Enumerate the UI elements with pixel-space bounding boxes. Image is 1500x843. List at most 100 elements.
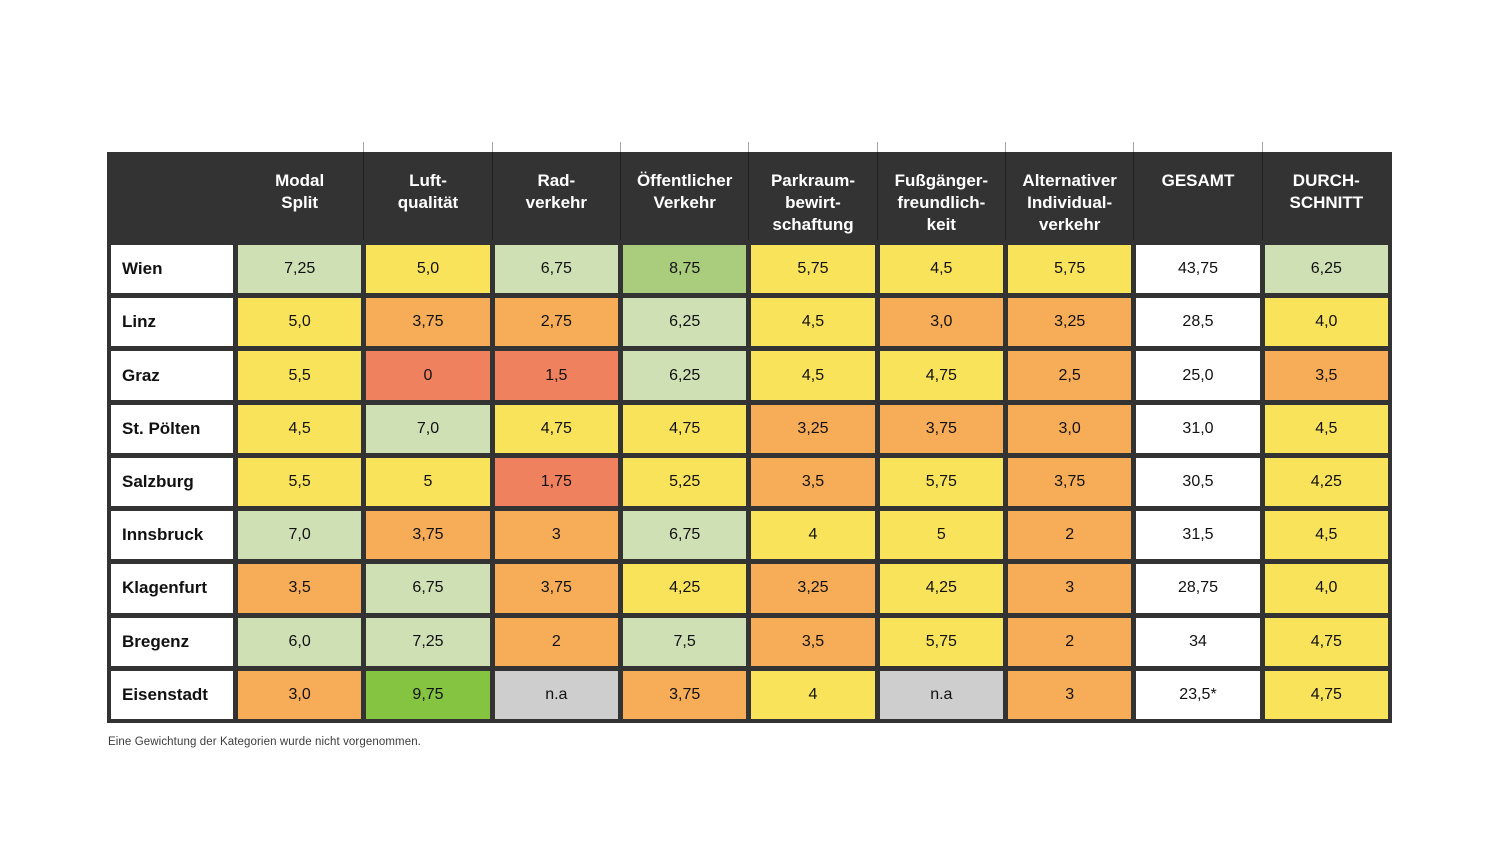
ranking-table-frame: Modal Split Luft- qualität Rad- verkehr Öff… — [107, 142, 1392, 723]
cell-eisenstadt-radverkehr: n.a — [494, 670, 618, 719]
cell-wien-luftqualitaet: 5,0 — [366, 245, 490, 294]
cell-graz-luftqualitaet: 0 — [366, 351, 490, 400]
cell-linz-durchschnitt: 4,0 — [1264, 298, 1388, 347]
cell-salzburg-parkraumbewirtschaftung: 3,5 — [751, 457, 875, 507]
header-cell-fussgaengerfreundlichkeit: Fußgänger- freundlich- keit — [876, 142, 1003, 240]
cell-salzburg-radverkehr: 1,75 — [494, 457, 618, 507]
footnote: Eine Gewichtung der Kategorien wurde nic… — [108, 736, 421, 748]
cell-graz-gesamt: 25,0 — [1136, 351, 1260, 400]
cell-bregenz-parkraumbewirtschaftung: 3,5 — [751, 617, 875, 666]
cell-eisenstadt-oeffentlicher-verkehr: 3,75 — [623, 670, 747, 719]
cell-linz-oeffentlicher-verkehr: 6,25 — [623, 298, 747, 347]
cell-bregenz-radverkehr: 2 — [494, 617, 618, 666]
cell-klagenfurt-modal-split: 3,5 — [238, 564, 362, 613]
cell-st-p-lten-fussgaengerfreundlichkeit: 3,75 — [879, 404, 1003, 453]
header-corner-cell — [111, 156, 233, 240]
cell-salzburg-fussgaengerfreundlichkeit: 5,75 — [879, 457, 1003, 507]
cell-wien-durchschnitt: 6,25 — [1264, 245, 1388, 294]
cell-klagenfurt-gesamt: 28,75 — [1136, 564, 1260, 613]
cell-innsbruck-alternativer-individualverkehr: 2 — [1008, 511, 1132, 560]
cell-st-p-lten-radverkehr: 4,75 — [494, 404, 618, 453]
cell-eisenstadt-alternativer-individualverkehr: 3 — [1008, 670, 1132, 719]
cell-linz-gesamt: 28,5 — [1136, 298, 1260, 347]
cell-wien-gesamt: 43,75 — [1136, 245, 1260, 294]
cell-eisenstadt-gesamt: 23,5* — [1136, 670, 1260, 719]
header-cell-oeffentlicher-verkehr: Öffentlicher Verkehr — [619, 142, 747, 240]
ranking-table: Modal Split Luft- qualität Rad- verkehr Öff… — [111, 142, 1388, 719]
cell-wien-fussgaengerfreundlichkeit: 4,5 — [879, 245, 1003, 294]
cell-wien-parkraumbewirtschaftung: 5,75 — [751, 245, 875, 294]
cell-innsbruck-fussgaengerfreundlichkeit: 5 — [879, 511, 1003, 560]
cell-wien-modal-split: 7,25 — [238, 245, 362, 294]
row-label-st-p-lten: St. Pölten — [111, 404, 233, 453]
header-cell-luftqualitaet: Luft- qualität — [363, 142, 490, 240]
cell-innsbruck-parkraumbewirtschaftung: 4 — [751, 511, 875, 560]
cell-eisenstadt-fussgaengerfreundlichkeit: n.a — [879, 670, 1003, 719]
cell-graz-radverkehr: 1,5 — [494, 351, 618, 400]
cell-salzburg-alternativer-individualverkehr: 3,75 — [1008, 457, 1132, 507]
row-label-eisenstadt: Eisenstadt — [111, 670, 233, 719]
cell-linz-alternativer-individualverkehr: 3,25 — [1008, 298, 1132, 347]
cell-eisenstadt-modal-split: 3,0 — [238, 670, 362, 719]
header-cell-parkraumbewirtschaftung: Parkraum- bewirt- schaftung — [748, 142, 875, 240]
cell-bregenz-oeffentlicher-verkehr: 7,5 — [623, 617, 747, 666]
cell-klagenfurt-oeffentlicher-verkehr: 4,25 — [623, 564, 747, 613]
cell-klagenfurt-durchschnitt: 4,0 — [1264, 564, 1388, 613]
cell-graz-fussgaengerfreundlichkeit: 4,75 — [879, 351, 1003, 400]
cell-eisenstadt-durchschnitt: 4,75 — [1264, 670, 1388, 719]
cell-st-p-lten-luftqualitaet: 7,0 — [366, 404, 490, 453]
cell-linz-modal-split: 5,0 — [238, 298, 362, 347]
row-label-klagenfurt: Klagenfurt — [111, 564, 233, 613]
row-label-salzburg: Salzburg — [111, 457, 233, 507]
cell-st-p-lten-parkraumbewirtschaftung: 3,25 — [751, 404, 875, 453]
cell-graz-oeffentlicher-verkehr: 6,25 — [623, 351, 747, 400]
cell-klagenfurt-parkraumbewirtschaftung: 3,25 — [751, 564, 875, 613]
cell-eisenstadt-luftqualitaet: 9,75 — [366, 670, 490, 719]
cell-innsbruck-luftqualitaet: 3,75 — [366, 511, 490, 560]
cell-innsbruck-durchschnitt: 4,5 — [1264, 511, 1388, 560]
cell-innsbruck-modal-split: 7,0 — [238, 511, 362, 560]
cell-klagenfurt-alternativer-individualverkehr: 3 — [1008, 564, 1132, 613]
cell-salzburg-durchschnitt: 4,25 — [1264, 457, 1388, 507]
row-label-bregenz: Bregenz — [111, 617, 233, 666]
cell-st-p-lten-modal-split: 4,5 — [238, 404, 362, 453]
cell-innsbruck-oeffentlicher-verkehr: 6,75 — [623, 511, 747, 560]
cell-bregenz-alternativer-individualverkehr: 2 — [1008, 617, 1132, 666]
header-cell-durchschnitt: DURCH- SCHNITT — [1261, 142, 1388, 240]
cell-linz-luftqualitaet: 3,75 — [366, 298, 490, 347]
cell-st-p-lten-durchschnitt: 4,5 — [1264, 404, 1388, 453]
cell-graz-durchschnitt: 3,5 — [1264, 351, 1388, 400]
cell-graz-parkraumbewirtschaftung: 4,5 — [751, 351, 875, 400]
cell-klagenfurt-fussgaengerfreundlichkeit: 4,25 — [879, 564, 1003, 613]
row-label-innsbruck: Innsbruck — [111, 511, 233, 560]
cell-st-p-lten-alternativer-individualverkehr: 3,0 — [1008, 404, 1132, 453]
cell-wien-radverkehr: 6,75 — [494, 245, 618, 294]
row-label-wien: Wien — [111, 245, 233, 294]
header-cell-modal-split: Modal Split — [238, 156, 362, 240]
cell-salzburg-modal-split: 5,5 — [238, 457, 362, 507]
header-cell-alternativer-individualverkehr: Alternativer Individual- verkehr — [1004, 142, 1132, 240]
cell-graz-modal-split: 5,5 — [238, 351, 362, 400]
cell-bregenz-durchschnitt: 4,75 — [1264, 617, 1388, 666]
cell-wien-alternativer-individualverkehr: 5,75 — [1008, 245, 1132, 294]
cell-innsbruck-gesamt: 31,5 — [1136, 511, 1260, 560]
cell-linz-parkraumbewirtschaftung: 4,5 — [751, 298, 875, 347]
cell-innsbruck-radverkehr: 3 — [494, 511, 618, 560]
cell-st-p-lten-gesamt: 31,0 — [1136, 404, 1260, 453]
cell-wien-oeffentlicher-verkehr: 8,75 — [623, 245, 747, 294]
cell-klagenfurt-luftqualitaet: 6,75 — [366, 564, 490, 613]
cell-graz-alternativer-individualverkehr: 2,5 — [1008, 351, 1132, 400]
cell-linz-fussgaengerfreundlichkeit: 3,0 — [879, 298, 1003, 347]
cell-salzburg-oeffentlicher-verkehr: 5,25 — [623, 457, 747, 507]
cell-linz-radverkehr: 2,75 — [494, 298, 618, 347]
header-cell-radverkehr: Rad- verkehr — [491, 142, 618, 240]
cell-salzburg-gesamt: 30,5 — [1136, 457, 1260, 507]
row-label-linz: Linz — [111, 298, 233, 347]
row-label-graz: Graz — [111, 351, 233, 400]
cell-eisenstadt-parkraumbewirtschaftung: 4 — [751, 670, 875, 719]
cell-st-p-lten-oeffentlicher-verkehr: 4,75 — [623, 404, 747, 453]
cell-klagenfurt-radverkehr: 3,75 — [494, 564, 618, 613]
header-cell-gesamt: GESAMT — [1133, 142, 1260, 240]
cell-salzburg-luftqualitaet: 5 — [366, 457, 490, 507]
